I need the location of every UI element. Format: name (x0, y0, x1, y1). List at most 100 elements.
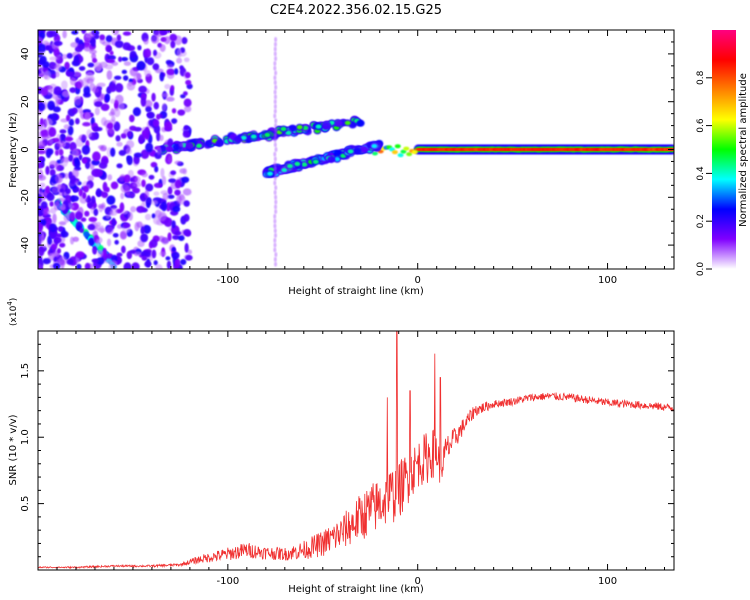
spectrogram-blob (157, 211, 167, 222)
spectrogram-blob (94, 101, 103, 108)
spectrogram-blob (86, 201, 93, 209)
spectrogram-blob (49, 264, 55, 269)
spectrogram-blob (171, 251, 180, 260)
spectrogram-blob (47, 148, 54, 155)
spectrogram-blob (143, 38, 149, 45)
spectrogram-blob (59, 188, 65, 193)
spectrogram-blob (183, 98, 192, 108)
spectrogram-blob (71, 148, 80, 159)
spectrogram-blob (106, 238, 112, 247)
spectrogram-blob (49, 168, 56, 177)
spectrogram-blob (273, 180, 277, 186)
spectrogram-blob (165, 96, 175, 102)
spectrogram-blob (80, 217, 87, 222)
spectrogram-blob (47, 100, 55, 111)
spectrogram-x-axis-label: Height of straight line (km) (288, 286, 424, 297)
spectrogram-blob (38, 198, 41, 206)
spectrogram-blob (273, 132, 277, 138)
spectrogram-blob (72, 187, 80, 193)
spectrogram-blob (145, 105, 152, 113)
spectrogram-blob (123, 61, 132, 66)
spectrogram-blob (153, 191, 160, 196)
spectrogram-blob (347, 149, 354, 154)
spectrogram-blob (52, 106, 61, 113)
spectrogram-blob (81, 30, 87, 34)
spectrogram-blob (138, 85, 147, 94)
spectrogram-blob (92, 245, 98, 255)
spectrogram-blob (66, 52, 73, 59)
spectrogram-blob (158, 134, 164, 142)
spectrogram-blob (176, 194, 182, 205)
spectrogram-blob (146, 202, 151, 209)
spectrogram-blob (144, 213, 152, 221)
spectrogram-blob (184, 72, 191, 79)
spectrogram-blob (38, 142, 45, 148)
spectrogram-blob (274, 84, 278, 90)
spectrogram-blob (273, 190, 277, 196)
spectrogram-blob (97, 228, 107, 233)
spectrogram-blob (66, 71, 75, 76)
snr-y-tick-label: 1.0 (20, 429, 31, 445)
spectrogram-blob (166, 63, 174, 69)
spectrogram-blob (95, 221, 102, 227)
spectrogram-blob (108, 259, 118, 268)
spectrogram-blob (138, 134, 144, 144)
spectrogram-blob (48, 223, 57, 233)
snr-y-tick-label: 1.5 (20, 363, 31, 379)
spectrogram-blob (65, 114, 71, 122)
spectrogram-blob (353, 147, 362, 155)
spectrogram-blob (274, 209, 278, 215)
spectrogram-blob (114, 83, 124, 93)
spectrogram-blob (411, 150, 418, 155)
spectrogram-blob (141, 172, 148, 178)
spectrogram-blob (55, 98, 60, 108)
spectrogram-blob (273, 103, 277, 109)
spectrogram-blob (59, 203, 66, 211)
spectrogram-blob (140, 226, 146, 235)
spectrogram-blob (84, 210, 90, 217)
spectrogram-blob (111, 115, 116, 123)
spectrogram-blob (273, 137, 277, 143)
spectrogram-blob (170, 40, 176, 49)
spectrogram-blob (38, 51, 46, 56)
spectrogram-blob (66, 258, 74, 265)
spectrogram-blob (59, 129, 67, 134)
spectrogram-blob (264, 132, 271, 138)
spectrogram-blob (146, 112, 153, 117)
spectrogram-blob (153, 260, 158, 266)
spectrogram-blob (273, 237, 277, 243)
spectrogram-blob (74, 46, 83, 53)
spectrogram-blob (114, 94, 124, 105)
spectrogram-blob (123, 262, 132, 269)
spectrogram-blob (49, 160, 59, 168)
spectrogram-blob (97, 245, 104, 252)
spectrogram-blob (183, 213, 190, 222)
spectrogram-blob (167, 186, 173, 195)
spectrogram-blob (106, 195, 116, 205)
spectrogram-blob (185, 79, 192, 86)
spectrogram-blob (61, 90, 70, 98)
spectrogram-blob (48, 139, 54, 144)
spectrogram-blob (137, 44, 142, 51)
spectrogram-blob (176, 48, 182, 58)
spectrogram-blob (60, 158, 69, 168)
spectrogram-blob (322, 121, 331, 129)
spectrogram-blob (109, 50, 114, 56)
spectrogram-blob (92, 151, 101, 162)
spectrogram-blob (111, 217, 116, 227)
spectrogram-blob (273, 41, 277, 47)
spectrogram-blob (274, 204, 278, 210)
spectrogram-blob (185, 142, 194, 150)
spectrogram-blob (74, 95, 82, 106)
spectrogram-blob (79, 228, 84, 233)
spectrogram-blob (54, 236, 59, 247)
spectrogram-blob (371, 143, 378, 149)
spectrogram-blob (273, 233, 277, 239)
spectrogram-blob (273, 80, 277, 86)
spectrogram-blob (58, 149, 64, 156)
spectrogram-blob (59, 242, 66, 248)
spectrogram-blob (77, 79, 84, 89)
spectrogram-blob (273, 65, 277, 71)
spectrogram-blob (274, 199, 278, 205)
spectrogram-blob (273, 218, 277, 224)
